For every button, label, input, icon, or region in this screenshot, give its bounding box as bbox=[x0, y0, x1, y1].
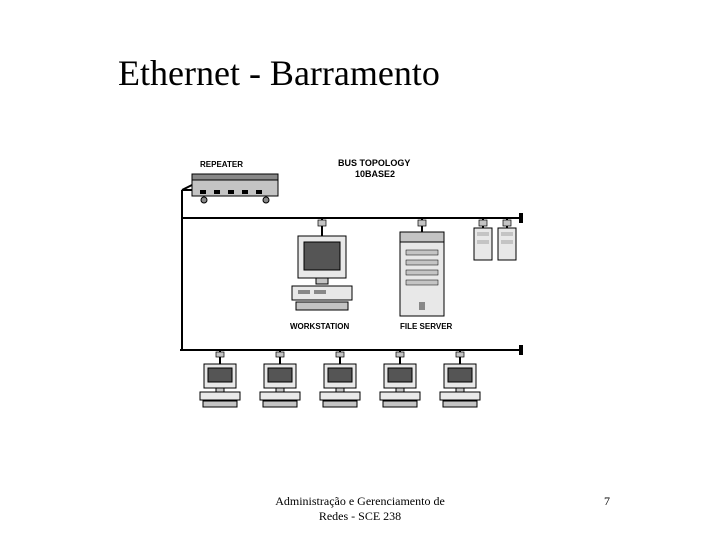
label-fileserver: FILE SERVER bbox=[400, 322, 452, 331]
page-number: 7 bbox=[604, 494, 610, 509]
label-topology-2: 10BASE2 bbox=[355, 169, 395, 179]
footer-line2: Redes - SCE 238 bbox=[250, 509, 470, 524]
diagram-svg bbox=[170, 150, 550, 460]
network-diagram: REPEATER BUS TOPOLOGY 10BASE2 WORKSTATIO… bbox=[170, 150, 550, 460]
slide: Ethernet - Barramento REPEATER BUS TOPOL… bbox=[0, 0, 720, 540]
label-topology: BUS TOPOLOGY bbox=[338, 158, 410, 168]
label-repeater: REPEATER bbox=[200, 160, 243, 169]
label-workstation: WORKSTATION bbox=[290, 322, 349, 331]
slide-title: Ethernet - Barramento bbox=[118, 52, 440, 94]
slide-footer: Administração e Gerenciamento de Redes -… bbox=[250, 494, 470, 524]
footer-line1: Administração e Gerenciamento de bbox=[250, 494, 470, 509]
